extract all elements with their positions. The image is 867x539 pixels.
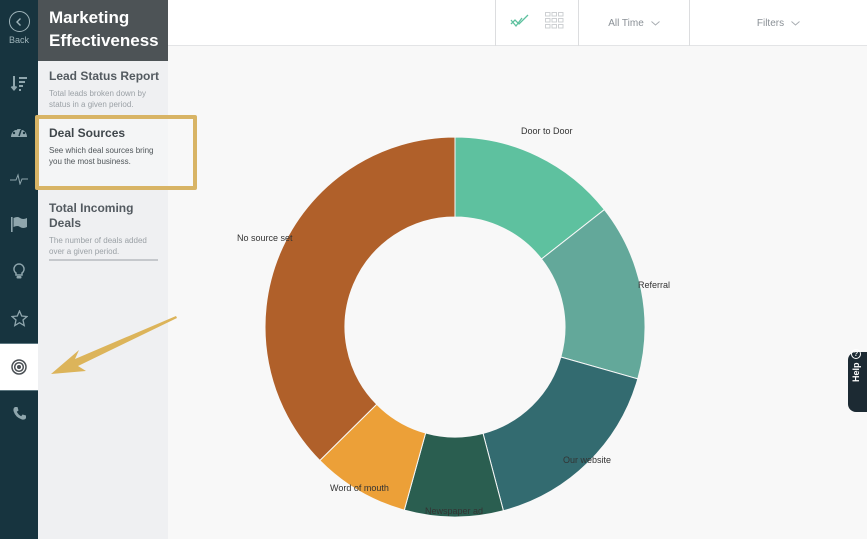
rail-item-activity[interactable] [0, 156, 38, 202]
speedometer-icon [10, 124, 28, 138]
highlight-box [35, 115, 197, 190]
rail-item-dashboard[interactable] [0, 108, 38, 154]
target-icon [11, 359, 27, 375]
filters-label: Filters [756, 17, 785, 29]
annotation-arrow-icon [51, 316, 177, 374]
rail-item-goals[interactable] [0, 201, 38, 247]
donut-slice[interactable] [264, 136, 456, 462]
star-icon [10, 309, 28, 327]
table-view-button[interactable] [543, 12, 565, 34]
report-title: Lead Status Report [49, 69, 160, 83]
help-tab: Help ? [851, 349, 861, 382]
flag-icon [10, 216, 28, 232]
rail-item-favorites[interactable] [0, 295, 38, 341]
lightbulb-icon [13, 262, 25, 280]
panel-title-line1: Marketing [49, 8, 130, 27]
divider [495, 0, 496, 46]
slice-label: Referral [638, 280, 671, 290]
chart-area: Door to Door Referral Our website Newspa… [168, 47, 867, 539]
icon-rail: Back [0, 0, 38, 539]
back-label: Back [8, 35, 29, 45]
sort-descending-icon [10, 74, 28, 92]
slice-label: Newspaper ad [425, 506, 484, 516]
grid-icon [544, 12, 564, 34]
divider [578, 0, 579, 46]
donut-chart [264, 136, 646, 518]
divider [49, 259, 158, 261]
report-description: Total leads broken down by status in a g… [49, 89, 146, 109]
report-description: The number of deals added over a given p… [49, 236, 147, 256]
selected-report-bg [38, 118, 168, 187]
line-chart-check-icon [510, 14, 530, 33]
back-arrow-icon [8, 11, 30, 32]
chevron-down-icon [791, 18, 800, 29]
report-title: Total Incoming Deals [49, 201, 134, 230]
pulse-icon [10, 173, 28, 185]
slice-label: No source set [237, 233, 293, 243]
report-description: See which deal sources bring you the mos… [49, 146, 154, 166]
question-icon: ? [851, 349, 861, 360]
report-item-lead-status[interactable]: Lead Status Report Total leads broken do… [49, 69, 159, 110]
divider [689, 0, 690, 46]
rail-item-marketing[interactable] [0, 343, 38, 391]
rail-item-insights[interactable] [0, 248, 38, 294]
filters-dropdown[interactable]: Filters [690, 0, 867, 46]
time-range-dropdown[interactable]: All Time [579, 0, 689, 46]
rail-item-calls[interactable] [0, 390, 38, 436]
panel-title-line2: Effectiveness [49, 31, 159, 50]
report-list-panel: Marketing Effectiveness Lead Status Repo… [38, 0, 168, 539]
slice-label: Word of mouth [330, 483, 389, 493]
donut-slice[interactable] [482, 356, 639, 512]
report-title: Deal Sources [49, 126, 126, 140]
slice-label: Door to Door [521, 126, 573, 136]
toolbar: All Time Filters [168, 0, 867, 46]
back-button[interactable]: Back [0, 0, 38, 60]
report-item-deal-sources[interactable]: Deal Sources See which deal sources brin… [49, 126, 154, 167]
chevron-down-icon [650, 18, 660, 29]
slice-label: Our website [563, 455, 612, 465]
rail-item-lead-status[interactable] [0, 60, 38, 106]
phone-icon [12, 406, 27, 421]
help-label: Help [851, 362, 861, 382]
help-button[interactable]: Help ? [848, 349, 867, 412]
report-item-total-incoming-deals[interactable]: Total Incoming Deals The number of deals… [49, 201, 159, 257]
chart-view-button[interactable] [509, 12, 531, 34]
time-range-label: All Time [608, 17, 644, 29]
panel-title: Marketing Effectiveness [38, 0, 168, 61]
